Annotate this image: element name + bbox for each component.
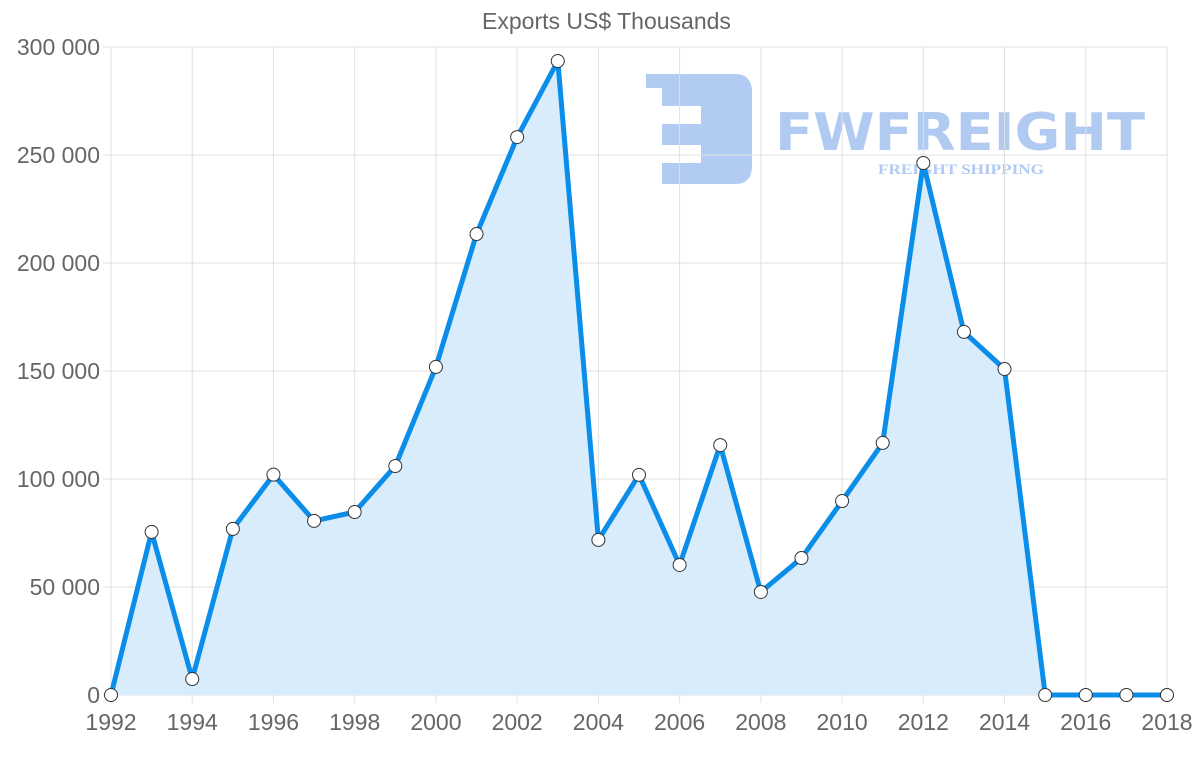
data-point-marker[interactable]	[672, 557, 687, 572]
data-point-marker[interactable]	[997, 362, 1012, 377]
data-point-marker[interactable]	[1078, 688, 1093, 702]
data-point-marker[interactable]	[591, 532, 606, 547]
data-point-marker[interactable]	[144, 524, 159, 539]
data-point-marker[interactable]	[104, 688, 118, 702]
x-tick-label: 2006	[654, 709, 705, 735]
y-tick-label: 0	[87, 682, 100, 708]
data-point-marker[interactable]	[307, 513, 322, 528]
x-tick-label: 2016	[1060, 709, 1111, 735]
x-tick-label: 2000	[410, 709, 461, 735]
fwfreight-watermark-logo: FWFREIGHT FREIGHT SHIPPING	[646, 74, 1146, 184]
logo-mark-icon	[646, 74, 752, 184]
y-tick-label: 200 000	[17, 250, 100, 276]
data-point-marker[interactable]	[388, 459, 403, 474]
x-tick-label: 2018	[1141, 709, 1192, 735]
data-point-marker[interactable]	[469, 227, 484, 242]
x-tick-label: 1992	[85, 709, 136, 735]
data-point-marker[interactable]	[428, 359, 443, 374]
data-point-marker[interactable]	[510, 130, 525, 145]
data-point-marker[interactable]	[1038, 688, 1053, 702]
data-point-marker[interactable]	[916, 155, 931, 170]
x-tick-label: 2014	[979, 709, 1030, 735]
x-tick-label: 1996	[248, 709, 299, 735]
y-tick-label: 300 000	[17, 34, 100, 60]
y-tick-label: 150 000	[17, 358, 100, 384]
data-point-marker[interactable]	[835, 494, 850, 509]
data-point-marker[interactable]	[753, 584, 768, 599]
watermark-brand: FWFREIGHT	[775, 103, 1146, 163]
x-tick-label: 2010	[816, 709, 867, 735]
y-tick-label: 100 000	[17, 466, 100, 492]
series-area-fill	[111, 61, 1167, 695]
y-axis-ticks: 0 50 000 100 000 150 000 200 000 250 000 300 0…	[17, 34, 100, 708]
x-tick-label: 2004	[573, 709, 624, 735]
x-tick-label: 1994	[167, 709, 218, 735]
x-tick-label: 2012	[898, 709, 949, 735]
data-point-marker[interactable]	[956, 324, 971, 339]
data-point-marker[interactable]	[347, 505, 362, 520]
data-point-marker[interactable]	[1160, 688, 1174, 702]
watermark-tagline: FREIGHT SHIPPING	[878, 162, 1044, 178]
data-point-marker[interactable]	[550, 54, 565, 69]
data-point-marker[interactable]	[225, 521, 240, 536]
data-point-marker[interactable]	[266, 467, 281, 482]
x-axis-ticks: 1992 1994 1996 1998 2000 2002 2004 2006 2008 2010…	[85, 709, 1192, 735]
x-tick-label: 2002	[492, 709, 543, 735]
data-point-marker[interactable]	[713, 438, 728, 453]
chart-title: Exports US$ Thousands	[482, 8, 731, 34]
data-point-marker[interactable]	[632, 467, 646, 482]
x-tick-label: 2008	[735, 709, 786, 735]
data-point-marker[interactable]	[875, 435, 890, 450]
data-point-marker[interactable]	[794, 551, 809, 566]
x-tick-label: 1998	[329, 709, 380, 735]
y-tick-label: 50 000	[30, 574, 100, 600]
data-point-marker[interactable]	[1119, 688, 1134, 702]
y-tick-label: 250 000	[17, 142, 100, 168]
data-point-marker[interactable]	[185, 672, 200, 687]
data-points	[104, 54, 1174, 702]
